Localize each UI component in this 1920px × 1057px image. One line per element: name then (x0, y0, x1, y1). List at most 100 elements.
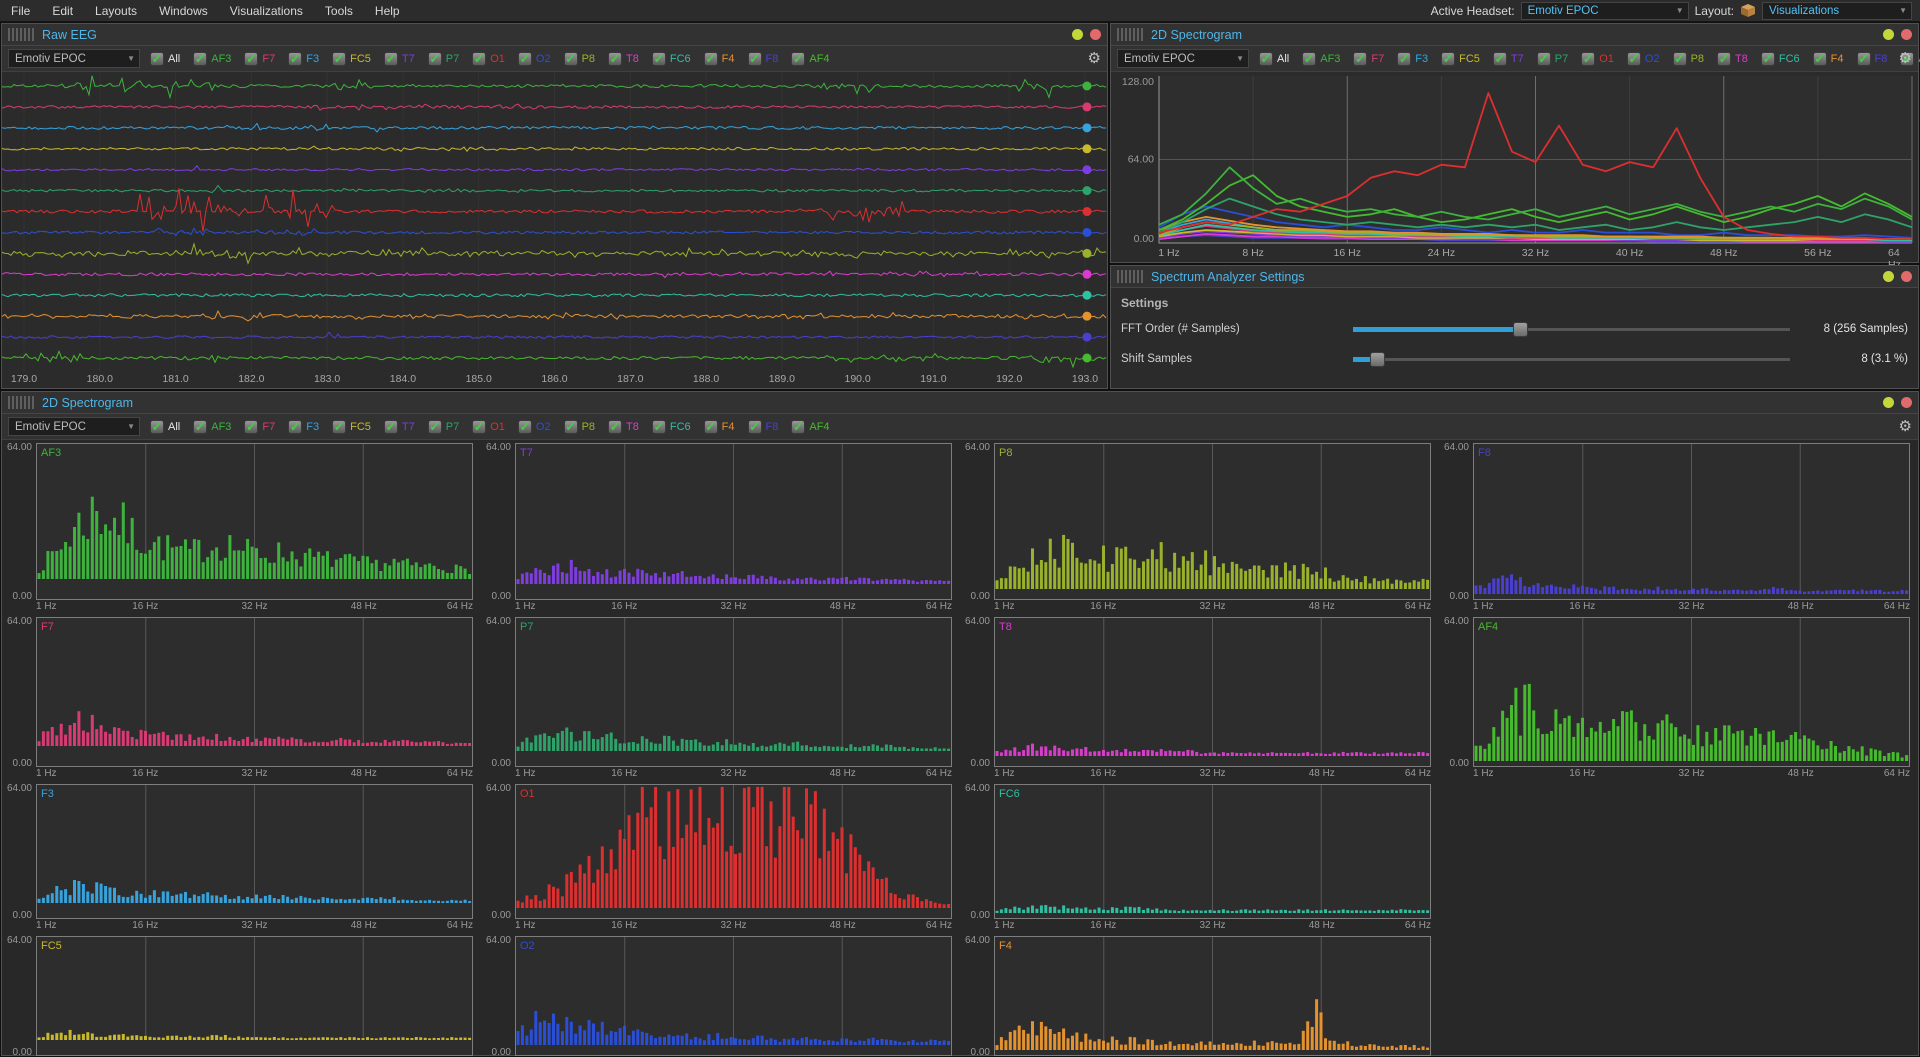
mini-x-tick: 64 Hz (1884, 601, 1910, 612)
channel-checkbox-P7[interactable]: ✓P7 (428, 52, 459, 66)
channel-checkbox-P7[interactable]: ✓P7 (428, 420, 459, 434)
mini-spectrogram-P7: 64.000.00P71 Hz16 Hz32 Hz48 Hz64 Hz (481, 614, 960, 781)
checkmark-icon: ✓ (1397, 52, 1411, 66)
channel-checkbox-F3[interactable]: ✓F3 (288, 52, 319, 66)
channel-checkbox-O1[interactable]: ✓O1 (472, 52, 505, 66)
device-dropdown[interactable]: Emotiv EPOC ▼ (8, 417, 140, 436)
device-dropdown[interactable]: Emotiv EPOC ▼ (1117, 49, 1249, 68)
channel-label: FC5 (350, 421, 371, 433)
menu-item-layouts[interactable]: Layouts (84, 4, 148, 18)
fft-order-slider[interactable] (1353, 320, 1790, 338)
channel-checkbox-all[interactable]: ✓All (1259, 52, 1289, 66)
menu-items: FileEditLayoutsWindowsVisualizationsTool… (0, 0, 411, 22)
shift-samples-row: Shift Samples 8 (3.1 %) (1121, 348, 1908, 370)
channel-checkbox-F3[interactable]: ✓F3 (288, 420, 319, 434)
spectrum-analyzer-settings-panel: Spectrum Analyzer Settings Settings FFT … (1110, 265, 1919, 389)
channel-checkbox-F7[interactable]: ✓F7 (1353, 52, 1384, 66)
close-button[interactable] (1901, 29, 1912, 40)
gear-icon[interactable]: ⚙ (1088, 51, 1101, 66)
channel-checkbox-FC6[interactable]: ✓FC6 (1761, 52, 1800, 66)
slider-track[interactable] (1353, 358, 1790, 361)
mini-x-tick: 32 Hz (241, 920, 267, 931)
checkmark-icon: ✓ (748, 52, 762, 66)
checkmark-icon: ✓ (518, 52, 532, 66)
minimize-button[interactable] (1883, 397, 1894, 408)
channel-checkbox-T7[interactable]: ✓T7 (1493, 52, 1524, 66)
menu-item-file[interactable]: File (0, 4, 41, 18)
channel-checkbox-all[interactable]: ✓All (150, 420, 180, 434)
checkmark-icon: ✓ (564, 52, 578, 66)
drag-grip-icon[interactable] (8, 396, 34, 409)
checkmark-icon: ✓ (472, 52, 486, 66)
channel-checkbox-P8[interactable]: ✓P8 (1673, 52, 1704, 66)
channel-checkbox-O1[interactable]: ✓O1 (472, 420, 505, 434)
drag-grip-icon[interactable] (1117, 270, 1143, 283)
channel-checkbox-P7[interactable]: ✓P7 (1537, 52, 1568, 66)
drag-grip-icon[interactable] (1117, 28, 1143, 41)
checkmark-icon: ✓ (1761, 52, 1775, 66)
channel-checkbox-FC5[interactable]: ✓FC5 (1441, 52, 1480, 66)
channel-checkbox-AF3[interactable]: ✓AF3 (1302, 52, 1340, 66)
raw-eeg-x-tick: 181.0 (162, 373, 188, 385)
close-button[interactable] (1901, 397, 1912, 408)
channel-checkbox-FC6[interactable]: ✓FC6 (652, 52, 691, 66)
minimize-button[interactable] (1072, 29, 1083, 40)
menu-item-visualizations[interactable]: Visualizations (219, 4, 314, 18)
channel-checkbox-O1[interactable]: ✓O1 (1581, 52, 1614, 66)
channel-checkbox-FC6[interactable]: ✓FC6 (652, 420, 691, 434)
channel-checkbox-F7[interactable]: ✓F7 (244, 420, 275, 434)
menu-item-edit[interactable]: Edit (41, 4, 84, 18)
channel-checkbox-FC5[interactable]: ✓FC5 (332, 52, 371, 66)
minimize-button[interactable] (1883, 29, 1894, 40)
shift-samples-label: Shift Samples (1121, 353, 1353, 365)
slider-handle[interactable] (1513, 322, 1528, 337)
channel-checkbox-F4[interactable]: ✓F4 (1813, 52, 1844, 66)
slider-handle[interactable] (1370, 352, 1385, 367)
channel-checkbox-F3[interactable]: ✓F3 (1397, 52, 1428, 66)
channel-checkbox-AF4[interactable]: ✓AF4 (791, 420, 829, 434)
checkmark-icon: ✓ (1673, 52, 1687, 66)
checkmark-icon: ✓ (1302, 52, 1316, 66)
layout-dropdown[interactable]: Visualizations ▼ (1762, 2, 1912, 20)
channel-checkbox-T8[interactable]: ✓T8 (608, 420, 639, 434)
close-button[interactable] (1901, 271, 1912, 282)
channel-checkbox-P8[interactable]: ✓P8 (564, 420, 595, 434)
channel-checkbox-T8[interactable]: ✓T8 (608, 52, 639, 66)
channel-checkbox-all[interactable]: ✓All (150, 52, 180, 66)
drag-grip-icon[interactable] (8, 28, 34, 41)
mini-spectrogram-O2: 64.000.00O21 Hz16 Hz32 Hz48 Hz64 Hz (481, 933, 960, 1057)
device-value: Emotiv EPOC (1124, 53, 1195, 65)
menu-item-windows[interactable]: Windows (148, 4, 219, 18)
channel-checkbox-O2[interactable]: ✓O2 (1627, 52, 1660, 66)
channel-checkbox-F8[interactable]: ✓F8 (748, 420, 779, 434)
close-button[interactable] (1090, 29, 1101, 40)
channel-checkbox-T8[interactable]: ✓T8 (1717, 52, 1748, 66)
channel-checkbox-T7[interactable]: ✓T7 (384, 52, 415, 66)
channel-checkbox-O2[interactable]: ✓O2 (518, 52, 551, 66)
active-headset-dropdown[interactable]: Emotiv EPOC ▼ (1521, 2, 1689, 20)
mini-y-min-label: 0.00 (960, 910, 990, 921)
channel-checkbox-AF3[interactable]: ✓AF3 (193, 420, 231, 434)
channel-checkbox-F4[interactable]: ✓F4 (704, 52, 735, 66)
channel-checkbox-F8[interactable]: ✓F8 (748, 52, 779, 66)
channel-checkbox-AF4[interactable]: ✓AF4 (791, 52, 829, 66)
menu-item-help[interactable]: Help (364, 4, 411, 18)
gear-icon[interactable]: ⚙ (1899, 419, 1912, 434)
channel-checkbox-AF3[interactable]: ✓AF3 (193, 52, 231, 66)
channel-checkbox-T7[interactable]: ✓T7 (384, 420, 415, 434)
mini-x-tick: 64 Hz (447, 768, 473, 779)
channel-label: F8 (1875, 53, 1888, 65)
channel-checkbox-F8[interactable]: ✓F8 (1857, 52, 1888, 66)
raw-eeg-x-tick: 193.0 (1072, 373, 1098, 385)
channel-checkbox-O2[interactable]: ✓O2 (518, 420, 551, 434)
channel-checkbox-F7[interactable]: ✓F7 (244, 52, 275, 66)
mini-x-tick: 16 Hz (1569, 768, 1595, 779)
menu-item-tools[interactable]: Tools (314, 4, 364, 18)
device-dropdown[interactable]: Emotiv EPOC ▼ (8, 49, 140, 68)
shift-samples-slider[interactable] (1353, 350, 1790, 368)
channel-checkbox-FC5[interactable]: ✓FC5 (332, 420, 371, 434)
gear-icon[interactable]: ⚙ (1899, 51, 1912, 66)
channel-checkbox-F4[interactable]: ✓F4 (704, 420, 735, 434)
minimize-button[interactable] (1883, 271, 1894, 282)
channel-checkbox-P8[interactable]: ✓P8 (564, 52, 595, 66)
